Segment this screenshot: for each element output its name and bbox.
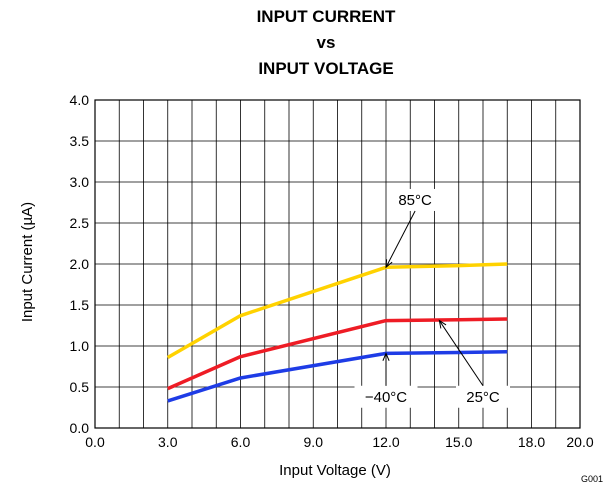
- y-tick-label: 1.5: [70, 297, 90, 313]
- x-tick-label: 18.0: [518, 434, 545, 450]
- annotation-label: 85°C: [398, 192, 432, 209]
- y-tick-label: 4.0: [70, 92, 90, 108]
- chart-title-line-2: vs: [317, 33, 336, 52]
- y-axis-label: Input Current (µA): [19, 202, 36, 322]
- series-line: [167, 317, 508, 391]
- x-tick-label: 20.0: [566, 434, 593, 450]
- y-tick-label: 2.5: [70, 215, 90, 231]
- chart-title-line-1: INPUT CURRENT: [257, 7, 396, 26]
- y-tick-label: 0.5: [70, 379, 90, 395]
- annotation-label: 25°C: [466, 389, 500, 406]
- x-tick-label: 15.0: [445, 434, 472, 450]
- x-tick-label: 3.0: [158, 434, 178, 450]
- x-axis-label: Input Voltage (V): [279, 462, 391, 479]
- plot-frame: [94, 99, 581, 429]
- annotation-label: −40°C: [365, 389, 407, 406]
- chart-title-line-3: INPUT VOLTAGE: [258, 59, 393, 78]
- y-tick-label: 3.5: [70, 133, 90, 149]
- annotation-arrowhead: [382, 352, 390, 361]
- y-tick-label: 1.0: [70, 338, 90, 354]
- x-tick-label: 0.0: [85, 434, 105, 450]
- annotation-arrowhead: [385, 259, 393, 269]
- x-tick-label: 9.0: [304, 434, 324, 450]
- annotation-arrow: [385, 210, 416, 268]
- x-tick-label: 12.0: [372, 434, 399, 450]
- y-tick-label: 2.0: [70, 256, 90, 272]
- tick-labels: 0.0 3.0 6.0 9.0 12.0 15.0 18.0 20.0 0.0 0.5 1.0 1.5…: [70, 92, 594, 450]
- x-tick-label: 6.0: [231, 434, 251, 450]
- annotation-arrowhead: [438, 319, 447, 329]
- annotations: 85°C −40°C 25°C: [354, 188, 510, 408]
- annotation-box: [388, 188, 443, 211]
- y-tick-label: 0.0: [70, 420, 90, 436]
- annotation-arrow: [438, 320, 484, 387]
- annotation-box: [456, 385, 510, 408]
- figure-id: G001: [581, 474, 603, 484]
- annotation-box: [354, 385, 418, 408]
- y-tick-label: 3.0: [70, 174, 90, 190]
